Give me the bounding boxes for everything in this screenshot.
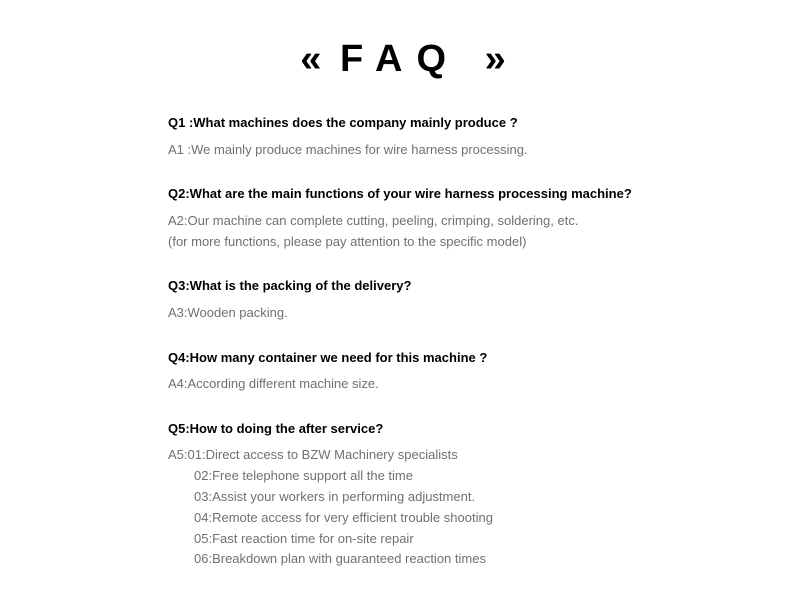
faq-title-text: FAQ [340,38,460,80]
faq-answer-line: A2:Our machine can complete cutting, pee… [168,211,740,232]
faq-answer-line: 06:Breakdown plan with guaranteed reacti… [168,549,740,570]
faq-item: Q5:How to doing the after service? A5:01:… [168,419,740,570]
faq-answer: A1 :We mainly produce machines for wire … [168,140,740,161]
faq-answer-line: 05:Fast reaction time for on-site repair [168,529,740,550]
faq-answer-line: A4:According different machine size. [168,374,740,395]
faq-answer: A2:Our machine can complete cutting, pee… [168,211,740,253]
faq-question: Q4:How many container we need for this m… [168,348,740,368]
faq-title: « FAQ » [0,38,800,81]
faq-answer: A3:Wooden packing. [168,303,740,324]
faq-answer-line: A3:Wooden packing. [168,303,740,324]
faq-question: Q2:What are the main functions of your w… [168,184,740,204]
faq-item: Q3:What is the packing of the delivery? A… [168,276,740,323]
faq-item: Q2:What are the main functions of your w… [168,184,740,252]
faq-answer: A5:01:Direct access to BZW Machinery spe… [168,445,740,570]
arrow-left-icon: « [300,38,315,80]
faq-answer: A4:According different machine size. [168,374,740,395]
faq-answer-line: 04:Remote access for very efficient trou… [168,508,740,529]
faq-question: Q1 :What machines does the company mainl… [168,113,740,133]
faq-item: Q4:How many container we need for this m… [168,348,740,395]
faq-question: Q5:How to doing the after service? [168,419,740,439]
arrow-right-icon: » [485,38,500,80]
faq-content: Q1 :What machines does the company mainl… [168,113,740,570]
faq-answer-line: 03:Assist your workers in performing adj… [168,487,740,508]
faq-item: Q1 :What machines does the company mainl… [168,113,740,160]
faq-answer-line: 02:Free telephone support all the time [168,466,740,487]
faq-question: Q3:What is the packing of the delivery? [168,276,740,296]
faq-answer-line: A5:01:Direct access to BZW Machinery spe… [168,445,740,466]
faq-answer-line: (for more functions, please pay attentio… [168,232,740,253]
faq-answer-line: A1 :We mainly produce machines for wire … [168,140,740,161]
